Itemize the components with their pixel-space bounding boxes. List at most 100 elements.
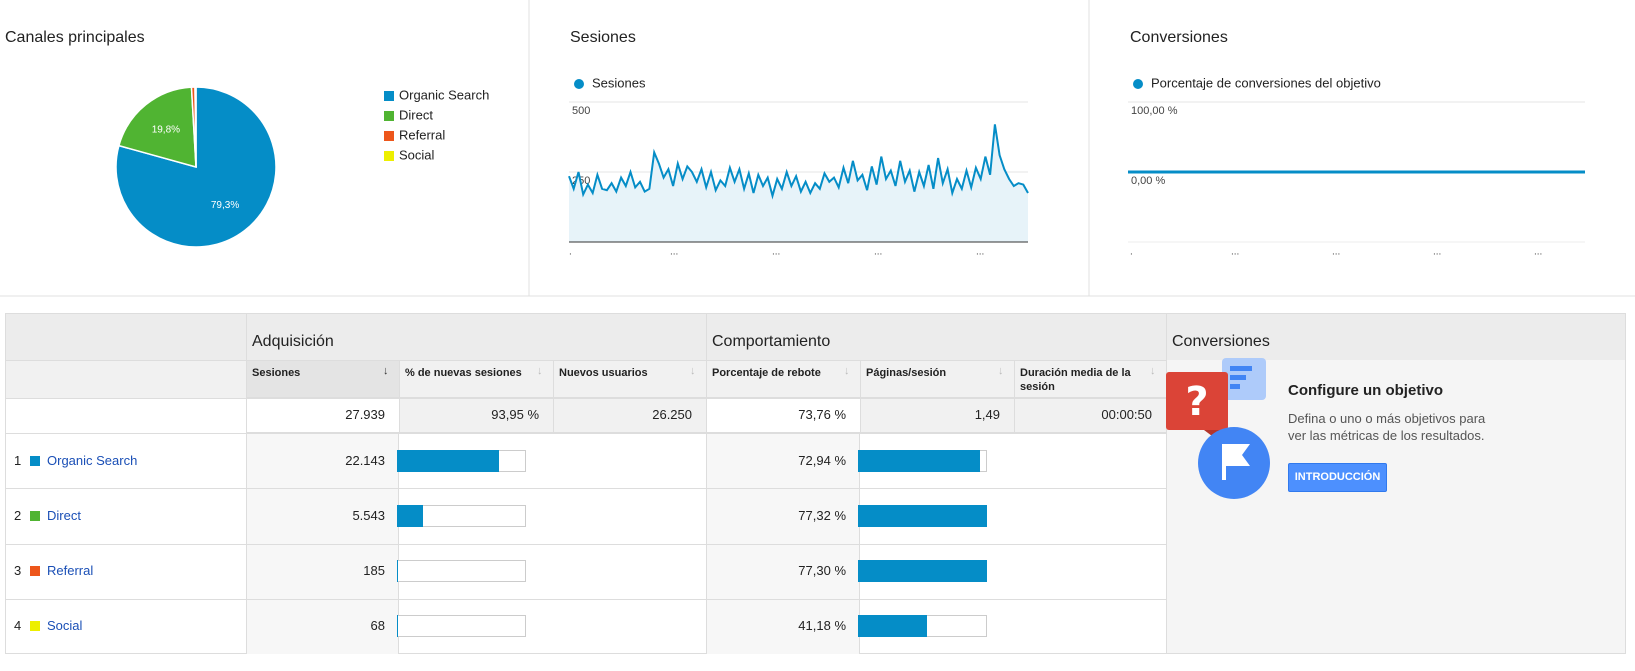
rank: 2 — [14, 507, 22, 523]
goal-icon: ? — [1166, 358, 1270, 499]
totals-value: 00:00:50 — [1101, 407, 1152, 422]
x-tick-label: . — [569, 247, 572, 258]
slice-label: 79,3% — [211, 200, 239, 211]
column-header — [1014, 360, 1166, 398]
column-header — [706, 360, 860, 398]
icon-line — [1230, 375, 1246, 380]
cell-value: 77,32 % — [798, 507, 846, 523]
goal-title: Configure un objetivo — [1288, 382, 1443, 399]
legend-label: Porcentaje de conversiones del objetivo — [1151, 75, 1381, 90]
totals-cell — [246, 398, 399, 433]
icon-bubble — [1166, 372, 1228, 430]
value-cell — [246, 598, 399, 654]
bar — [858, 560, 987, 583]
x-tick-label: ... — [1534, 247, 1542, 258]
slice-label: 19,8% — [152, 124, 180, 135]
x-tick-label: ... — [1433, 247, 1441, 258]
column-header — [399, 360, 553, 398]
sort-icon: ↓ — [383, 365, 389, 377]
x-tick-label: ... — [772, 247, 780, 258]
channel-link[interactable]: Organic Search — [47, 452, 138, 468]
icon-line — [1230, 384, 1240, 389]
cell-value: 22.143 — [345, 452, 385, 468]
rank: 4 — [14, 618, 22, 634]
totals-value: 93,95 % — [491, 407, 539, 422]
legend-dot — [574, 79, 584, 89]
group-header-row — [6, 314, 1625, 360]
column-group — [706, 313, 1166, 360]
rank: 3 — [14, 563, 22, 579]
group-title: Comportamiento — [712, 333, 831, 350]
legend-label: Organic Search — [399, 87, 489, 102]
goal-button[interactable]: INTRODUCCIÓN — [1288, 463, 1387, 492]
totals-value: 73,76 % — [798, 407, 846, 422]
bar — [858, 615, 927, 638]
value-cell — [706, 598, 860, 654]
pie-slice — [194, 86, 197, 168]
totals-cell — [860, 398, 1014, 433]
y-tick-label: 0,00 % — [1131, 175, 1165, 187]
column-header-label: Porcentaje de rebote — [712, 367, 821, 379]
goal-text: Defina o uno o más objetivos para ver la… — [1288, 411, 1486, 443]
channel-link[interactable]: Direct — [47, 507, 81, 523]
channel-swatch — [30, 455, 40, 466]
y-tick-label: 500 — [572, 105, 590, 117]
cell-value: 77,30 % — [798, 563, 846, 579]
value-cell — [706, 543, 860, 599]
sort-icon: ↓ — [998, 365, 1004, 377]
line — [568, 124, 1029, 200]
value-cell — [246, 488, 399, 544]
column-group — [1166, 313, 1626, 360]
column-group — [246, 313, 706, 360]
y-tick-label: 100,00 % — [1131, 105, 1178, 117]
rank: 1 — [14, 452, 22, 468]
column-header-label: Sesiones — [252, 367, 301, 379]
channel-link[interactable]: Referral — [47, 563, 94, 579]
channel-swatch — [30, 566, 40, 577]
value-cell — [706, 488, 860, 544]
legend-swatch — [384, 111, 394, 121]
column-header — [553, 360, 706, 398]
x-tick-label: ... — [874, 247, 882, 258]
column-header — [860, 360, 1014, 398]
icon-line — [1230, 366, 1252, 371]
legend-label: Social — [399, 147, 435, 162]
totals-cell — [553, 398, 706, 433]
sort-icon: ↓ — [690, 365, 696, 377]
totals-cell — [706, 398, 860, 433]
x-tick-label: . — [1130, 247, 1133, 258]
legend-label: Sesiones — [592, 75, 646, 90]
column-header-label: Páginas/sesión — [866, 367, 947, 379]
legend-label: Direct — [399, 107, 433, 122]
panel-title: Canales principales — [5, 29, 145, 46]
column-header-label: Nuevos usuarios — [559, 367, 648, 379]
panel-title: Conversiones — [1130, 29, 1228, 46]
cell-value: 5.543 — [352, 507, 385, 523]
legend-label: Referral — [399, 127, 445, 142]
legend-swatch — [384, 91, 394, 101]
totals-cell — [399, 398, 553, 433]
channel-link[interactable]: Social — [47, 618, 83, 634]
totals-value: 1,49 — [974, 407, 1000, 422]
panel-title: Sesiones — [570, 29, 636, 46]
column-header-label: % de nuevas sesiones — [405, 367, 522, 379]
cell-value: 185 — [363, 563, 385, 579]
x-tick-label: ... — [670, 247, 678, 258]
goal-panel — [1166, 360, 1625, 653]
bar — [858, 449, 980, 472]
value-cell — [246, 543, 399, 599]
overview-charts: Canales principales 79,3% 19,8% Organic Sea… — [0, 0, 1635, 297]
legend-dot — [1133, 79, 1143, 89]
totals-value: 26.250 — [652, 407, 692, 422]
bar — [397, 560, 398, 583]
bar-track — [397, 615, 526, 638]
icon-question: ? — [1185, 379, 1208, 425]
sort-icon: ↓ — [1150, 365, 1156, 377]
x-tick-label: ... — [1231, 247, 1239, 258]
legend-swatch — [384, 131, 394, 141]
group-title: Conversiones — [1172, 333, 1270, 350]
pie-slice — [117, 86, 197, 169]
sort-icon: ↓ — [537, 365, 543, 377]
x-tick-label: ... — [976, 247, 984, 258]
